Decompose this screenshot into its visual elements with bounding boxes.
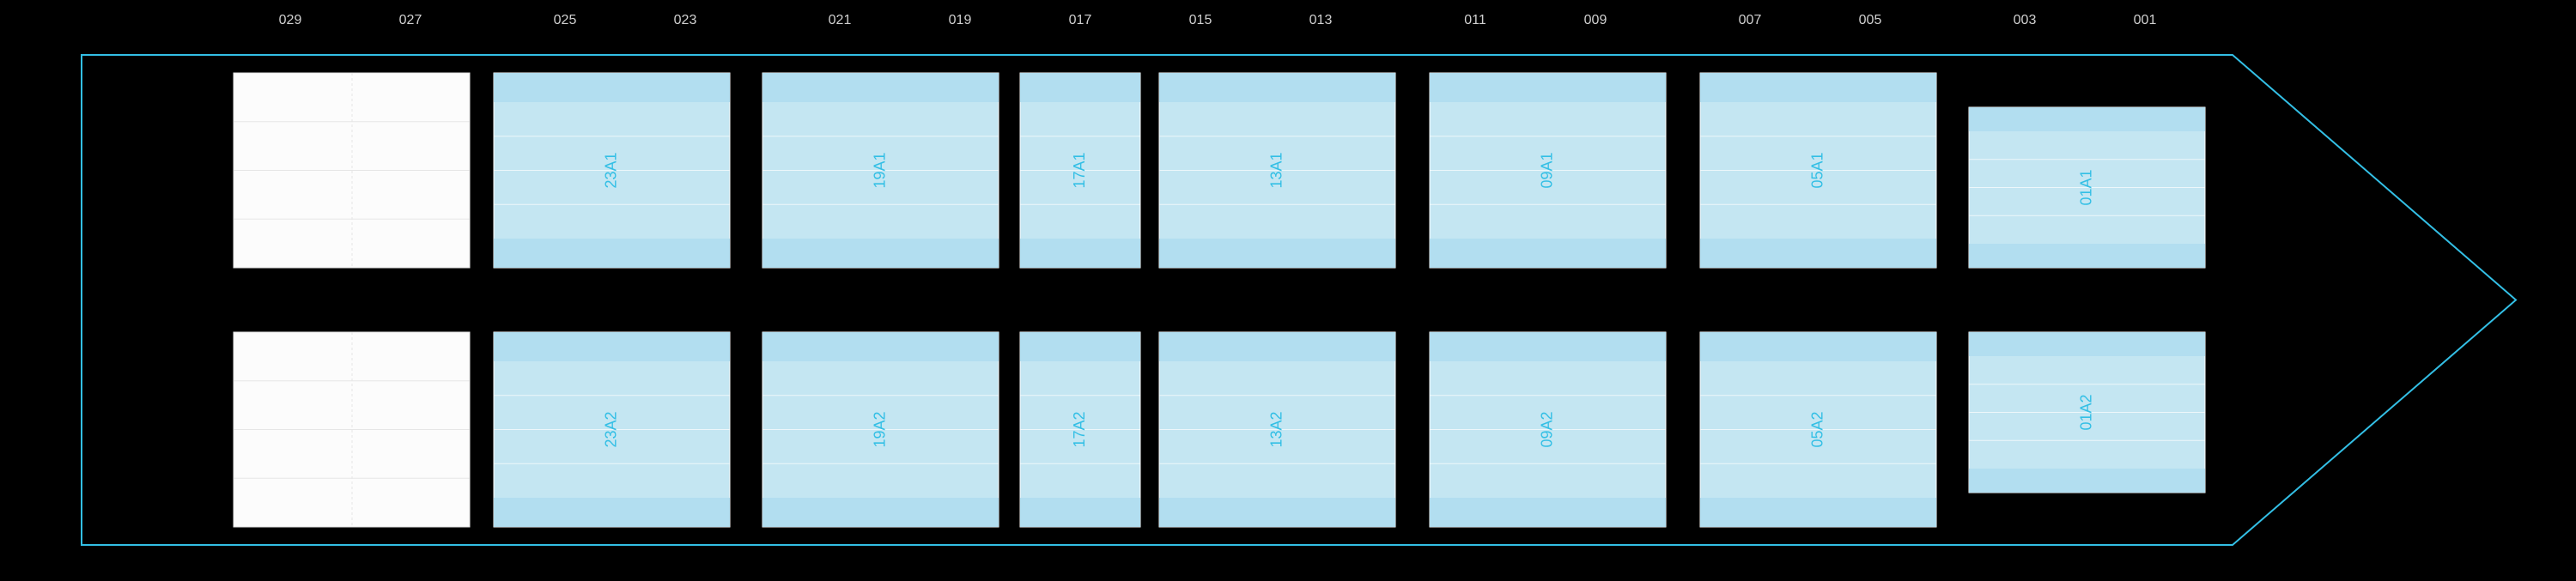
cargo-unit[interactable]: 17A1 (1020, 73, 1140, 268)
cargo-unit-label: 05A1 (1808, 152, 1826, 188)
bay-label: 019 (949, 13, 972, 27)
cargo-unit[interactable]: 19A1 (762, 73, 999, 268)
bay-label: 013 (1309, 13, 1333, 27)
bay-label: 023 (674, 13, 697, 27)
cargo-unit[interactable]: 23A1 (494, 73, 730, 268)
bay-label: 027 (399, 13, 422, 27)
cargo-unit[interactable]: 17A2 (1020, 332, 1140, 527)
cargo-unit-label: 01A2 (2077, 394, 2094, 430)
cargo-cells: 23A1 23A2 19A1 19A2 17A1 17A2 13A1 13A2 09A1 09A2… (234, 73, 2205, 527)
cargo-unit[interactable]: 13A2 (1159, 332, 1395, 527)
cargo-unit-label: 13A1 (1267, 152, 1285, 188)
bay-label: 029 (279, 13, 302, 27)
cargo-unit-empty[interactable] (234, 332, 470, 527)
cargo-unit[interactable]: 01A2 (1969, 332, 2205, 493)
bay-labels: 029 027 025 023 021 019 017 015 013 011 009 007 005 0… (279, 13, 2157, 27)
cargo-unit-label: 19A2 (871, 411, 888, 447)
bay-label: 003 (2014, 13, 2037, 27)
bay-label: 017 (1069, 13, 1092, 27)
bay-label: 007 (1739, 13, 1762, 27)
cargo-unit[interactable]: 19A2 (762, 332, 999, 527)
cargo-unit-label: 13A2 (1267, 411, 1285, 447)
cargo-unit-label: 09A2 (1538, 411, 1555, 447)
cargo-unit[interactable]: 01A1 (1969, 107, 2205, 268)
cargo-unit-label: 23A1 (602, 152, 619, 188)
cargo-unit-label: 01A1 (2077, 169, 2094, 205)
cargo-unit[interactable]: 09A2 (1430, 332, 1666, 527)
cargo-unit[interactable]: 05A2 (1700, 332, 1936, 527)
cargo-unit-label: 19A1 (871, 152, 888, 188)
cargo-unit[interactable]: 09A1 (1430, 73, 1666, 268)
cargo-unit-empty[interactable] (234, 73, 470, 268)
bay-label: 025 (554, 13, 577, 27)
cargo-unit[interactable]: 13A1 (1159, 73, 1395, 268)
cargo-unit[interactable]: 23A2 (494, 332, 730, 527)
bay-label: 009 (1584, 13, 1607, 27)
ship-plan-diagram: 029 027 025 023 021 019 017 015 013 011 009 007 005 0… (0, 0, 2576, 581)
cargo-unit-label: 23A2 (602, 411, 619, 447)
cargo-unit[interactable]: 05A1 (1700, 73, 1936, 268)
cargo-unit-label: 17A2 (1071, 411, 1088, 447)
cargo-unit-label: 17A1 (1071, 152, 1088, 188)
bay-label: 005 (1859, 13, 1882, 27)
bay-label: 011 (1464, 13, 1486, 27)
bay-label: 015 (1189, 13, 1212, 27)
cargo-unit-label: 09A1 (1538, 152, 1555, 188)
bay-label: 001 (2134, 13, 2157, 27)
bay-label: 021 (829, 13, 852, 27)
cargo-unit-label: 05A2 (1808, 411, 1826, 447)
